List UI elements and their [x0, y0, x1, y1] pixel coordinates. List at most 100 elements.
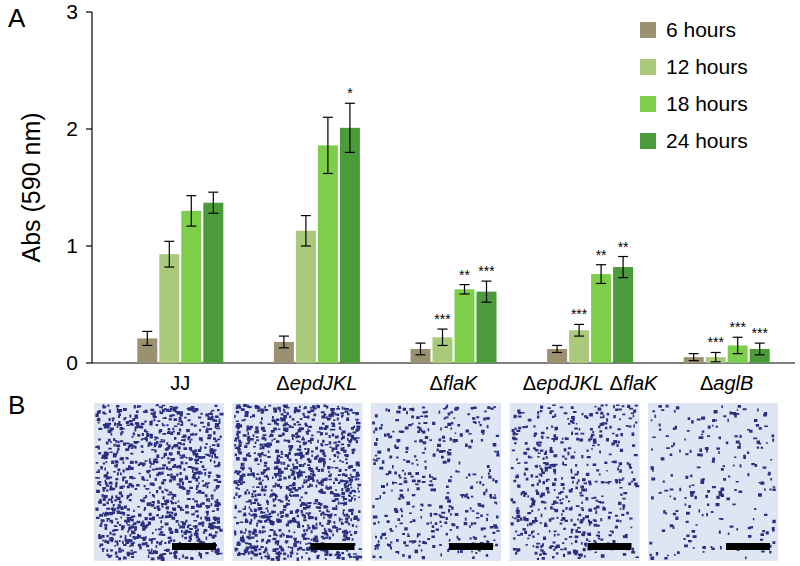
plot-area [137, 103, 769, 363]
error-cap [142, 331, 152, 332]
error-cap [755, 354, 765, 355]
error-cap [323, 117, 333, 118]
y-tick-label: 3 [66, 0, 78, 23]
legend-swatch [640, 133, 656, 149]
micrograph [648, 403, 778, 561]
micrograph-background [371, 403, 501, 561]
error-bar [279, 336, 289, 348]
y-tick [86, 245, 92, 246]
y-tick [86, 362, 92, 363]
error-bar [208, 192, 218, 213]
micrograph-background [648, 403, 778, 561]
y-axis-label: Abs (590 nm) [17, 112, 45, 262]
error-bar [301, 216, 311, 246]
bar [296, 231, 316, 363]
x-tick-label: JJ [170, 372, 190, 394]
scale-bar [588, 543, 632, 550]
micrograph [510, 403, 640, 561]
error-cap [689, 360, 699, 361]
error-stem [442, 329, 443, 345]
cells [95, 404, 223, 561]
error-stem [464, 285, 465, 294]
x-tick-label: ΔflaK [430, 372, 479, 394]
bar [613, 267, 633, 363]
error-cap [416, 343, 426, 344]
error-cap [482, 302, 492, 303]
error-bar [323, 117, 333, 173]
scale-bar [726, 543, 770, 550]
bar [181, 211, 201, 363]
bar [203, 203, 223, 363]
error-cap [552, 345, 562, 346]
y-tick-label: 2 [66, 117, 78, 140]
legend-swatch [640, 59, 656, 75]
error-stem [147, 331, 148, 345]
cells [372, 405, 500, 560]
micrograph [371, 403, 501, 561]
bar [455, 289, 475, 363]
error-cap [552, 352, 562, 353]
significance: *** [571, 306, 588, 322]
bar [477, 292, 497, 363]
error-cap [733, 353, 743, 354]
error-stem [420, 343, 421, 355]
error-stem [169, 241, 170, 267]
micrograph [94, 403, 224, 561]
error-bar [733, 337, 743, 353]
error-cap [186, 226, 196, 227]
x-tick-label: ΔepdJKL [276, 372, 357, 394]
error-bar [552, 345, 562, 352]
micrograph-background [510, 403, 640, 561]
significance: ** [459, 267, 470, 283]
error-cap [301, 245, 311, 246]
error-cap [438, 328, 448, 329]
error-cap [596, 264, 606, 265]
error-cap [460, 284, 470, 285]
error-bar [345, 103, 355, 152]
figure: ABAbs (590 nm)0123JJΔepdJKLΔflaKΔepdJKL … [0, 0, 800, 566]
significance: * [347, 85, 353, 101]
error-stem [737, 337, 738, 353]
error-bar [711, 352, 721, 361]
error-bar [689, 354, 699, 361]
error-stem [578, 324, 579, 336]
error-bar [186, 196, 196, 226]
y-tick [86, 128, 92, 129]
error-stem [600, 265, 601, 284]
error-cap [208, 192, 218, 193]
error-cap [345, 103, 355, 104]
significance: *** [434, 311, 451, 327]
error-bar [416, 343, 426, 355]
error-cap [574, 335, 584, 336]
error-cap [618, 256, 628, 257]
micrograph-background [94, 403, 224, 561]
error-cap [482, 281, 492, 282]
x-tick-label: ΔepdJKL ΔflaK [523, 372, 659, 394]
error-bar [164, 241, 174, 267]
error-stem [283, 336, 284, 348]
legend-label: 18 hours [666, 92, 748, 115]
x-tick-label: ΔaglB [700, 372, 753, 394]
error-cap [574, 324, 584, 325]
bar [318, 145, 338, 363]
significance: *** [730, 319, 747, 335]
error-cap [711, 352, 721, 353]
error-bar [482, 281, 492, 302]
error-stem [305, 216, 306, 246]
error-bar [142, 331, 152, 345]
bar [591, 274, 611, 363]
legend-label: 24 hours [666, 129, 748, 152]
cells [511, 404, 640, 560]
error-cap [733, 337, 743, 338]
error-stem [715, 352, 716, 361]
error-stem [759, 343, 760, 355]
error-cap [164, 241, 174, 242]
panel-label: B [8, 390, 25, 420]
legend-label: 6 hours [666, 18, 736, 41]
legend-swatch [640, 22, 656, 38]
error-stem [556, 345, 557, 352]
micrograph [233, 403, 363, 561]
error-cap [618, 277, 628, 278]
cells [234, 404, 363, 561]
error-cap [301, 215, 311, 216]
